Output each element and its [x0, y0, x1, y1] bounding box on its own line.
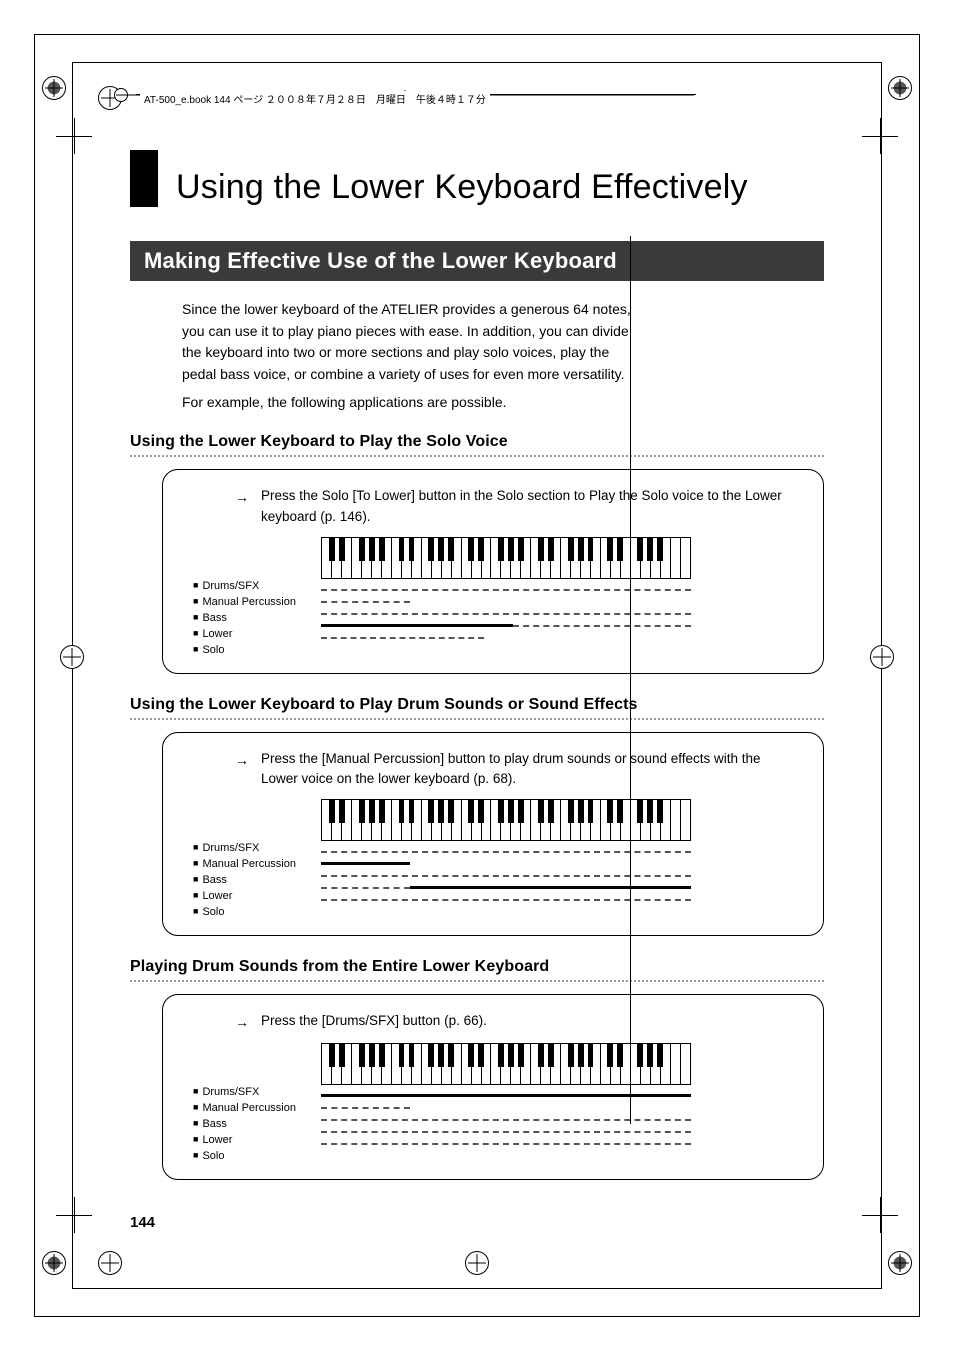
keyboard-diagram: [321, 537, 691, 579]
legend-item: Drums/SFX: [193, 579, 303, 595]
page-number: 144: [130, 1214, 155, 1231]
regmark-top-right: [888, 76, 912, 100]
page-content: Using the Lower Keyboard Effectively Mak…: [130, 150, 824, 1231]
panel-2-step: → Press the [Manual Percussion] button t…: [235, 749, 801, 790]
legend-item: Drums/SFX: [193, 841, 303, 857]
range-bars: [321, 1091, 691, 1151]
legend: Drums/SFXManual PercussionBassLowerSolo: [193, 537, 303, 659]
dotted-divider: [130, 980, 824, 982]
panel-1-step-text: Press the Solo [To Lower] button in the …: [261, 486, 801, 527]
cropmark-tl: [56, 118, 92, 154]
dotted-divider: [130, 718, 824, 720]
panel-1-step: → Press the Solo [To Lower] button in th…: [235, 486, 801, 527]
legend-item: Manual Percussion: [193, 857, 303, 873]
range-row: [321, 1127, 691, 1139]
range-row: [321, 597, 691, 609]
legend-item: Manual Percussion: [193, 1101, 303, 1117]
range-row: [321, 633, 691, 645]
chapter-tab: [130, 150, 158, 207]
range-row: [321, 609, 691, 621]
legend: Drums/SFXManual PercussionBassLowerSolo: [193, 1043, 303, 1165]
subsection-1-title: Using the Lower Keyboard to Play the Sol…: [130, 433, 824, 451]
panel-1: → Press the Solo [To Lower] button in th…: [162, 469, 824, 673]
legend-item: Solo: [193, 1149, 303, 1165]
arrow-icon: →: [235, 1011, 249, 1033]
range-row: [321, 883, 691, 895]
regmark-bottom-left-inner: [98, 1251, 122, 1275]
panel-3: → Press the [Drums/SFX] button (p. 66). …: [162, 994, 824, 1180]
panel-3-step-text: Press the [Drums/SFX] button (p. 66).: [261, 1011, 487, 1031]
panel-1-diagram: Drums/SFXManual PercussionBassLowerSolo: [193, 537, 801, 659]
cropmark-br: [862, 1197, 898, 1233]
range-bars: [321, 585, 691, 645]
header-text: AT-500_e.book 144 ページ ２００８年７月２８日 月曜日 午後４…: [140, 91, 490, 106]
chapter-heading-row: Using the Lower Keyboard Effectively: [130, 150, 824, 207]
cropmark-tr: [862, 118, 898, 154]
keyboard-diagram: [321, 1043, 691, 1085]
legend-item: Bass: [193, 1117, 303, 1133]
arrow-icon: →: [235, 486, 249, 508]
intro-text: Since the lower keyboard of the ATELIER …: [182, 299, 642, 413]
subsection-3-title: Playing Drum Sounds from the Entire Lowe…: [130, 958, 824, 976]
arrow-icon: →: [235, 749, 249, 771]
panel-2: → Press the [Manual Percussion] button t…: [162, 732, 824, 936]
regmark-bottom-right: [888, 1251, 912, 1275]
panel-2-step-text: Press the [Manual Percussion] button to …: [261, 749, 801, 790]
intro-paragraph-1: Since the lower keyboard of the ATELIER …: [182, 299, 642, 386]
range-row: [321, 1139, 691, 1151]
intro-paragraph-2: For example, the following applications …: [182, 392, 642, 414]
legend-item: Lower: [193, 1133, 303, 1149]
keyboard-diagram: [321, 799, 691, 841]
range-row: [321, 871, 691, 883]
subsection-2-title: Using the Lower Keyboard to Play Drum So…: [130, 696, 824, 714]
legend-item: Solo: [193, 643, 303, 659]
range-row: [321, 585, 691, 597]
regmark-bottom-left: [42, 1251, 66, 1275]
legend: Drums/SFXManual PercussionBassLowerSolo: [193, 799, 303, 921]
legend-item: Lower: [193, 627, 303, 643]
column-divider: [630, 236, 631, 1124]
regmark-top-left: [42, 76, 66, 100]
regmark-mid-right: [870, 645, 894, 669]
legend-item: Drums/SFX: [193, 1085, 303, 1101]
range-row: [321, 859, 691, 871]
chapter-title: Using the Lower Keyboard Effectively: [176, 150, 748, 207]
section-heading: Making Effective Use of the Lower Keyboa…: [130, 241, 824, 281]
range-row: [321, 847, 691, 859]
regmark-mid-left: [60, 645, 84, 669]
panel-3-diagram: Drums/SFXManual PercussionBassLowerSolo: [193, 1043, 801, 1165]
legend-item: Bass: [193, 873, 303, 889]
range-row: [321, 621, 691, 633]
panel-2-diagram: Drums/SFXManual PercussionBassLowerSolo: [193, 799, 801, 921]
dotted-divider: [130, 455, 824, 457]
range-bars: [321, 847, 691, 907]
range-row: [321, 895, 691, 907]
legend-item: Bass: [193, 611, 303, 627]
range-row: [321, 1091, 691, 1103]
panel-3-step: → Press the [Drums/SFX] button (p. 66).: [235, 1011, 801, 1033]
range-row: [321, 1115, 691, 1127]
range-row: [321, 1103, 691, 1115]
legend-item: Lower: [193, 889, 303, 905]
legend-item: Manual Percussion: [193, 595, 303, 611]
regmark-bottom-center: [465, 1251, 489, 1275]
legend-item: Solo: [193, 905, 303, 921]
cropmark-bl: [56, 1197, 92, 1233]
